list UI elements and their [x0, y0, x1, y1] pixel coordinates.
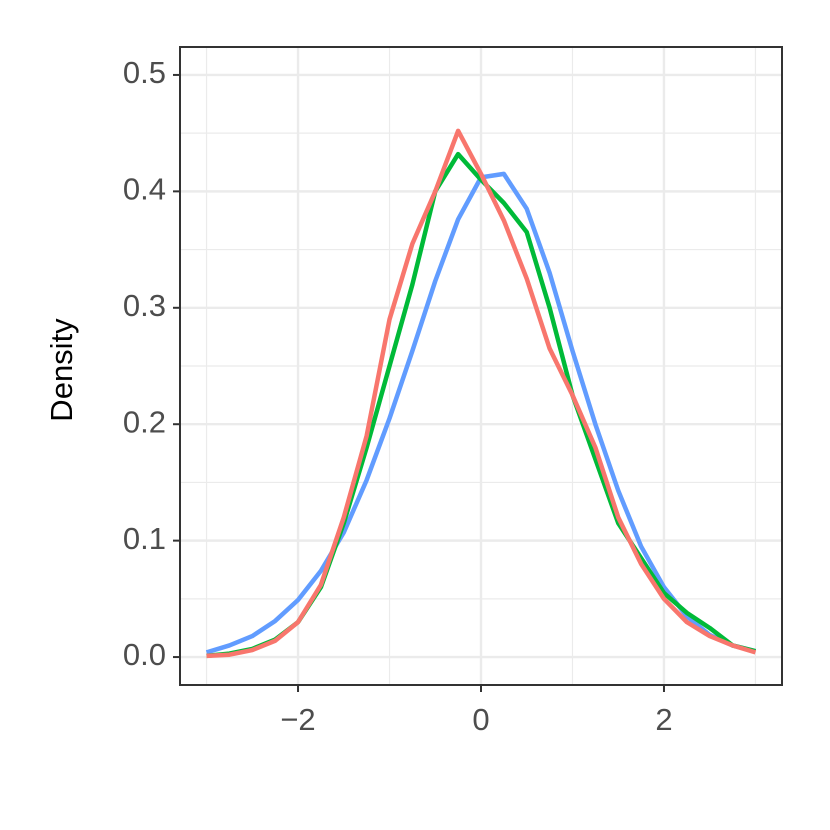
y-tick-label: 0.4: [123, 172, 166, 207]
y-tick-label: 0.2: [123, 404, 166, 439]
y-tick-label: 0.3: [123, 288, 166, 323]
panel-border: [179, 46, 783, 686]
y-tick-label: 0.0: [123, 637, 166, 672]
x-tick-label: −2: [280, 702, 315, 737]
y-tick-label: 0.1: [123, 521, 166, 556]
y-axis-title: Density: [44, 318, 79, 422]
x-tick-label: 0: [472, 702, 489, 737]
y-tick-label: 0.5: [123, 55, 166, 90]
x-tick-label: 2: [655, 702, 672, 737]
density-line: [206, 128, 757, 659]
